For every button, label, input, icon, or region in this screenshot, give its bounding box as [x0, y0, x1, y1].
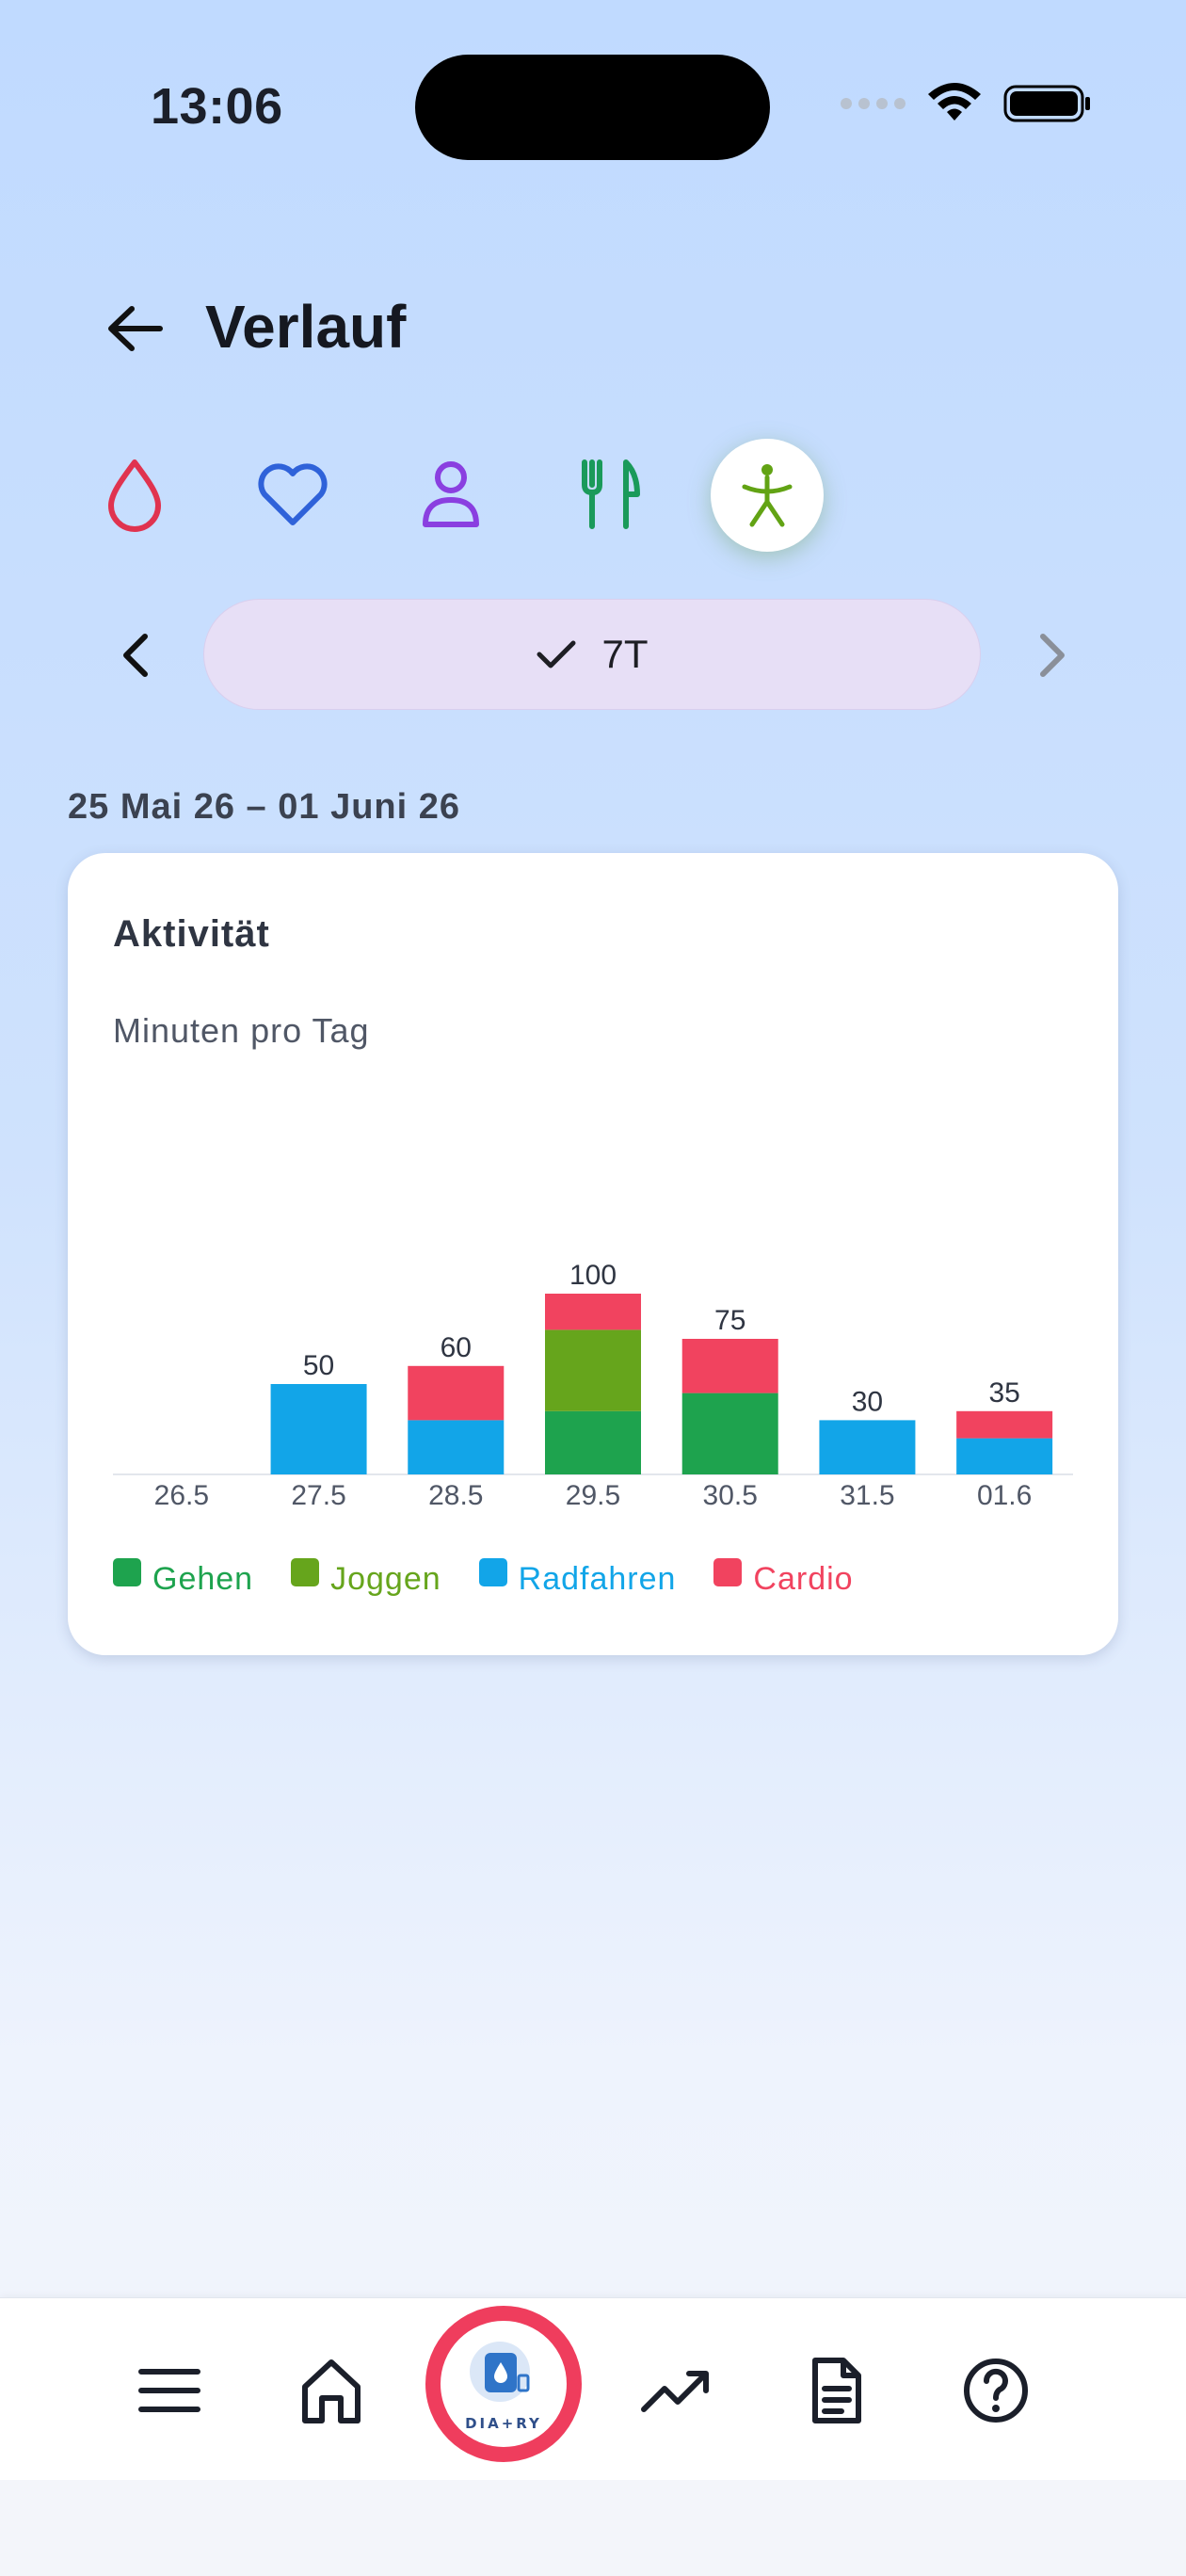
- back-arrow-icon[interactable]: [104, 298, 166, 360]
- wifi-icon: [928, 83, 981, 121]
- bar-segment-gehen-29.5: [545, 1410, 641, 1474]
- bar-segment-cardio-30.5: [681, 1339, 778, 1393]
- signal-dots-icon: [841, 98, 906, 109]
- page-title: Verlauf: [205, 293, 407, 361]
- bar-segment-cardio-29.5: [545, 1294, 641, 1330]
- x-tick-label: 31.5: [840, 1480, 894, 1511]
- bar-total-label: 60: [441, 1332, 472, 1363]
- category-blood-glucose[interactable]: [83, 443, 186, 546]
- x-tick-label: 30.5: [703, 1480, 758, 1511]
- chart-legend: Gehen Joggen Radfahren Cardio: [113, 1557, 854, 1598]
- diary-logo-icon: DIA+RY: [465, 2342, 542, 2432]
- battery-icon: [1003, 85, 1090, 122]
- legend-swatch: [291, 1557, 320, 1586]
- card-subtitle: Minuten pro Tag: [113, 1011, 370, 1050]
- activity-card: Aktivität Minuten pro Tag 26.5 50 27.5 60 28…: [68, 853, 1118, 1655]
- previous-period-button[interactable]: [113, 629, 160, 682]
- category-profile[interactable]: [399, 443, 503, 546]
- x-tick-label: 26.5: [154, 1480, 209, 1511]
- logo-label: DIA+RY: [465, 2415, 542, 2432]
- legend-swatch: [478, 1557, 507, 1586]
- legend-item-cardio: Cardio: [713, 1557, 854, 1598]
- legend-swatch: [713, 1557, 743, 1586]
- card-title: Aktivität: [113, 913, 270, 955]
- bar-total-label: 75: [714, 1305, 745, 1336]
- x-tick-label: 27.5: [291, 1480, 345, 1511]
- date-range: 25 Mai 26 – 01 Juni 26: [68, 787, 461, 827]
- x-tick-label: 28.5: [428, 1480, 483, 1511]
- x-tick-label: 29.5: [566, 1480, 620, 1511]
- drop-icon: [108, 459, 161, 532]
- home-icon[interactable]: [296, 2355, 367, 2426]
- menu-icon[interactable]: [134, 2355, 205, 2426]
- bar-total-label: 35: [988, 1377, 1019, 1409]
- bar-total-label: 100: [569, 1260, 617, 1291]
- bar-total-label: 30: [852, 1386, 883, 1417]
- diary-logo-button[interactable]: DIA+RY: [425, 2306, 582, 2462]
- fork-knife-icon: [582, 459, 640, 529]
- bar-segment-joggen-29.5: [545, 1329, 641, 1411]
- legend-label: Gehen: [152, 1561, 254, 1597]
- legend-label: Radfahren: [518, 1561, 677, 1597]
- document-icon[interactable]: [800, 2355, 872, 2426]
- bar-total-label: 50: [303, 1350, 334, 1381]
- category-activity[interactable]: [711, 439, 824, 552]
- status-time: 13:06: [151, 78, 283, 135]
- home-indicator-area: [0, 2480, 1186, 2576]
- walking-figure-icon: [742, 464, 793, 527]
- range-7t-chip[interactable]: 7T: [203, 599, 981, 710]
- legend-swatch: [113, 1557, 141, 1586]
- legend-item-joggen: Joggen: [291, 1557, 441, 1598]
- category-heart[interactable]: [241, 443, 345, 546]
- activity-chart: 26.5 50 27.5 60 28.5 100 29.5 75 30.5 30 31.5 35 01.…: [113, 1260, 1073, 1511]
- heart-icon: [258, 463, 328, 525]
- legend-label: Joggen: [330, 1561, 441, 1597]
- check-icon: [537, 640, 576, 668]
- legend-item-gehen: Gehen: [113, 1557, 254, 1598]
- bar-segment-radfahren-31.5: [819, 1420, 916, 1474]
- legend-label: Cardio: [753, 1561, 854, 1597]
- dynamic-island: [415, 55, 770, 160]
- legend-item-radfahren: Radfahren: [478, 1557, 677, 1598]
- bar-segment-cardio-28.5: [408, 1365, 505, 1421]
- x-tick-label: 01.6: [977, 1480, 1032, 1511]
- help-circle-icon[interactable]: [960, 2355, 1032, 2426]
- bottom-navigation: DIA+RY: [0, 2297, 1186, 2481]
- status-indicators: [841, 83, 1092, 124]
- bar-segment-radfahren-01.6: [956, 1438, 1053, 1474]
- bar-segment-radfahren-27.5: [270, 1384, 367, 1474]
- bar-segment-radfahren-28.5: [408, 1420, 505, 1474]
- category-food[interactable]: [557, 443, 661, 546]
- bar-segment-gehen-30.5: [681, 1393, 778, 1474]
- person-icon: [423, 461, 479, 527]
- trend-up-icon[interactable]: [640, 2355, 712, 2426]
- next-period-button[interactable]: [1028, 629, 1075, 682]
- range-label: 7T: [601, 632, 649, 676]
- bar-segment-cardio-01.6: [956, 1410, 1053, 1439]
